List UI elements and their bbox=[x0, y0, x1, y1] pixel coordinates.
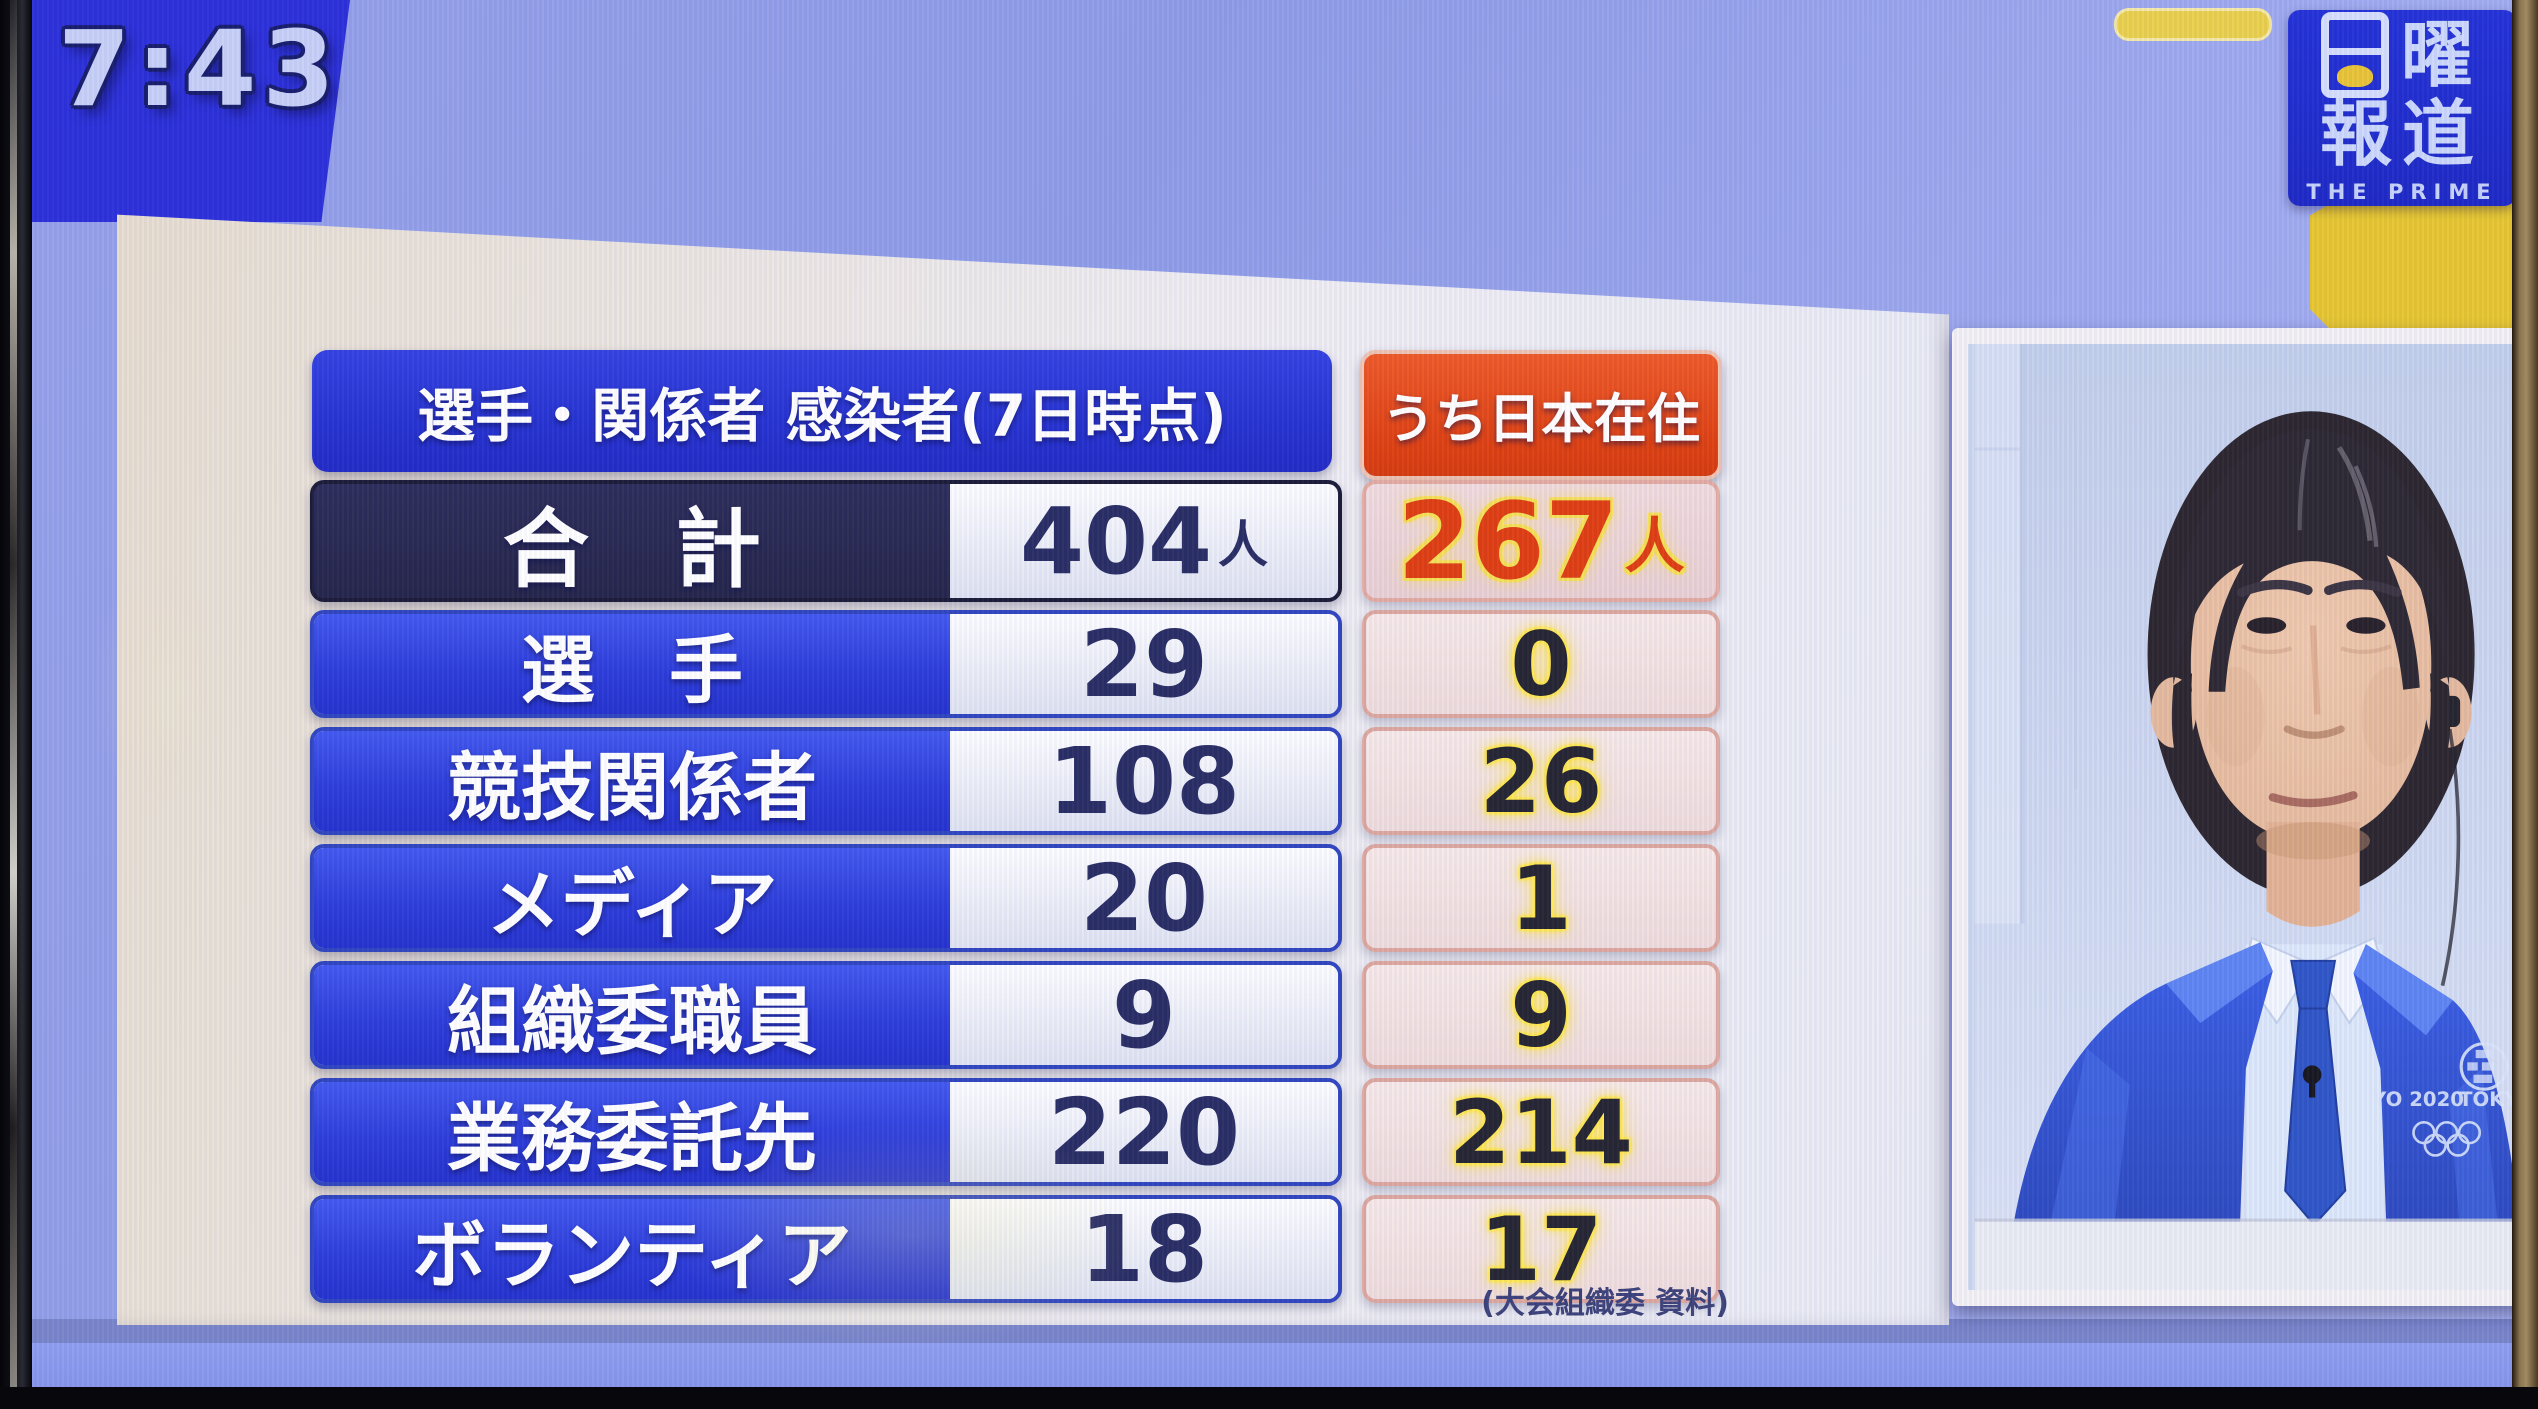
logo-char: 報道 bbox=[2319, 92, 2484, 176]
yellow-flag-banner bbox=[2310, 196, 2512, 334]
row-japan-value: 1 bbox=[1362, 844, 1720, 952]
sun-icon bbox=[2336, 65, 2373, 87]
guest-portrait: YO 2020 TOKY bbox=[1974, 344, 2512, 1290]
jacket-collar bbox=[2166, 942, 2273, 1023]
eye bbox=[2246, 617, 2287, 634]
row-unit: 競技関係者 108 bbox=[310, 727, 1342, 835]
eyebrow bbox=[2324, 579, 2402, 598]
source-note: (大会組織委 資料) bbox=[1481, 1286, 1729, 1321]
row-total-value: 108 bbox=[950, 731, 1338, 831]
broadcast-screen: 7:43 選手・関係者 感染者(7日時点) うち日本在住 合 計 404 人 26… bbox=[32, 0, 2512, 1387]
table-row: 競技関係者 108 26 bbox=[310, 727, 1720, 835]
row-label: ボランティア bbox=[314, 1199, 950, 1299]
olympic-rings-icon bbox=[2412, 1121, 2482, 1157]
japan-number: 267 bbox=[1397, 479, 1619, 603]
row-label: 業務委託先 bbox=[314, 1082, 950, 1182]
bezel-reflection bbox=[10, 0, 17, 1409]
logo-char: 曜 bbox=[2400, 13, 2483, 97]
yellow-ribbon-bar bbox=[2114, 8, 2272, 41]
clock-time: 7:43 bbox=[58, 8, 341, 130]
row-total-value: 20 bbox=[950, 848, 1338, 948]
mouth bbox=[2268, 791, 2358, 808]
table-header-japan-resident: うち日本在住 bbox=[1360, 350, 1722, 480]
row-total-value: 29 bbox=[950, 614, 1338, 714]
logo-row-1: 曜 bbox=[2320, 12, 2483, 98]
table-row: 組織委職員 9 9 bbox=[310, 961, 1720, 1069]
row-unit: ボランティア 18 bbox=[310, 1195, 1342, 1303]
row-label: 選 手 bbox=[314, 614, 950, 714]
table-row: 業務委託先 220 214 bbox=[310, 1078, 1720, 1186]
tv-bezel-bottom bbox=[0, 1387, 2538, 1409]
logo-subtitle: THE PRIME bbox=[2306, 180, 2498, 204]
row-unit: 選 手 29 bbox=[310, 610, 1342, 718]
row-label: メディア bbox=[314, 848, 950, 948]
unit-suffix: 人 bbox=[1218, 516, 1269, 574]
glass-reflection bbox=[92, 560, 232, 820]
table-header-infected: 選手・関係者 感染者(7日時点) bbox=[312, 350, 1332, 472]
guest-video-window: YO 2020 TOKY bbox=[1952, 328, 2512, 1306]
row-japan-value: 0 bbox=[1362, 610, 1720, 718]
row-total-unit: 合 計 404 人 bbox=[310, 480, 1342, 602]
row-label: 競技関係者 bbox=[314, 731, 950, 831]
clock-background bbox=[32, 0, 350, 222]
jacket-text: TOKY bbox=[2459, 1088, 2512, 1111]
tokyo2020-emblem-icon bbox=[2459, 1042, 2509, 1091]
table-row-total: 合 計 404 人 267 人 bbox=[310, 479, 1720, 603]
row-unit: メディア 20 bbox=[310, 844, 1342, 952]
lapel-microphone-icon bbox=[2302, 1065, 2322, 1085]
row-total-value: 9 bbox=[950, 965, 1338, 1065]
total-number: 404 bbox=[1019, 487, 1213, 595]
row-label: 合 計 bbox=[314, 484, 950, 598]
channel-logo: 曜 報道 THE PRIME bbox=[2288, 10, 2512, 206]
logo-row-2: 報道 bbox=[2320, 98, 2484, 170]
neck bbox=[2266, 822, 2360, 927]
glass-reflection bbox=[672, 1120, 1152, 1350]
tie-knot bbox=[2290, 959, 2337, 1010]
sun-kanji-icon bbox=[2320, 12, 2389, 98]
table-row: メディア 20 1 bbox=[310, 844, 1720, 952]
eyebrow bbox=[2237, 579, 2313, 598]
row-label: 組織委職員 bbox=[314, 965, 950, 1065]
row-japan-value: 214 bbox=[1362, 1078, 1720, 1186]
infection-data-board: 選手・関係者 感染者(7日時点) うち日本在住 合 計 404 人 267 人 選 … bbox=[117, 214, 1949, 1325]
row-total-value: 404 人 bbox=[950, 484, 1338, 598]
table-row: ボランティア 18 17 bbox=[310, 1195, 1720, 1303]
hair-front bbox=[2172, 428, 2450, 692]
jacket-collar bbox=[2353, 944, 2453, 1036]
row-total-value: 18 bbox=[950, 1199, 1338, 1299]
table-row: 選 手 29 0 bbox=[310, 610, 1720, 718]
row-japan-value: 17 bbox=[1362, 1195, 1720, 1303]
bottom-blue-strip bbox=[32, 1343, 2512, 1387]
row-unit: 業務委託先 220 bbox=[310, 1078, 1342, 1186]
tv-bezel-left bbox=[0, 0, 32, 1409]
row-japan-value: 267 人 bbox=[1362, 479, 1720, 603]
tv-bezel-right bbox=[2512, 0, 2538, 1409]
tie bbox=[2284, 1007, 2347, 1227]
row-japan-value: 26 bbox=[1362, 727, 1720, 835]
row-total-value: 220 bbox=[950, 1082, 1338, 1182]
unit-suffix: 人 bbox=[1624, 511, 1685, 582]
row-unit: 組織委職員 9 bbox=[310, 961, 1342, 1069]
eye bbox=[2346, 617, 2386, 634]
studio-desk bbox=[1974, 1221, 2512, 1290]
jacket-text: YO 2020 bbox=[2371, 1088, 2464, 1111]
row-japan-value: 9 bbox=[1362, 961, 1720, 1069]
